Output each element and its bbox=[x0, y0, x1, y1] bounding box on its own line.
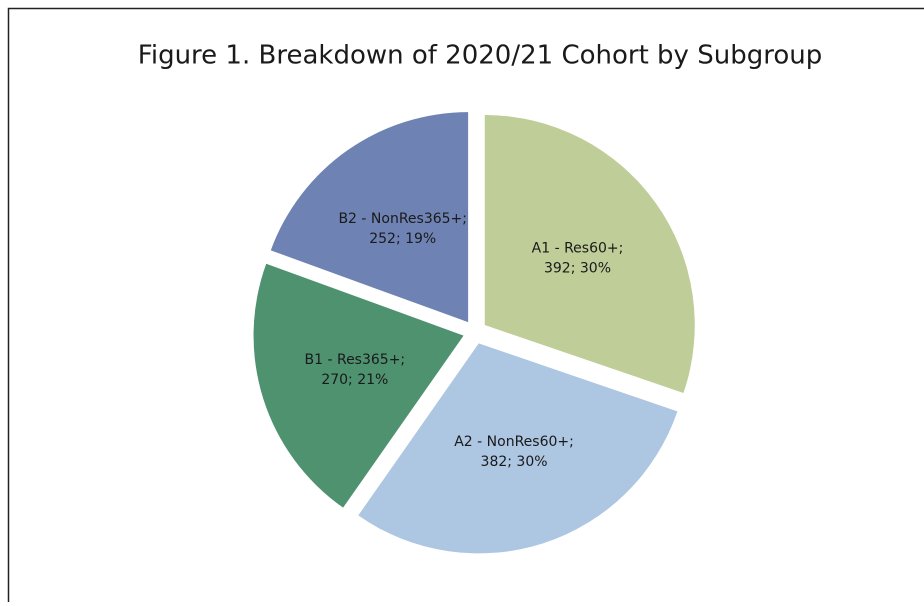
slice-value-label: 252; 19% bbox=[369, 231, 436, 247]
slice-value-label: 382; 30% bbox=[481, 454, 548, 470]
slice-label: A2 - NonRes60+; bbox=[454, 434, 574, 450]
slice-label: A1 - Res60+; bbox=[532, 241, 624, 257]
slice-label: B1 - Res365+; bbox=[305, 352, 406, 368]
slice-value-label: 392; 30% bbox=[544, 261, 611, 277]
chart-title: Figure 1. Breakdown of 2020/21 Cohort by… bbox=[138, 41, 822, 71]
slice-value-label: 270; 21% bbox=[321, 372, 388, 388]
slice-label: B2 - NonRes365+; bbox=[338, 211, 467, 227]
